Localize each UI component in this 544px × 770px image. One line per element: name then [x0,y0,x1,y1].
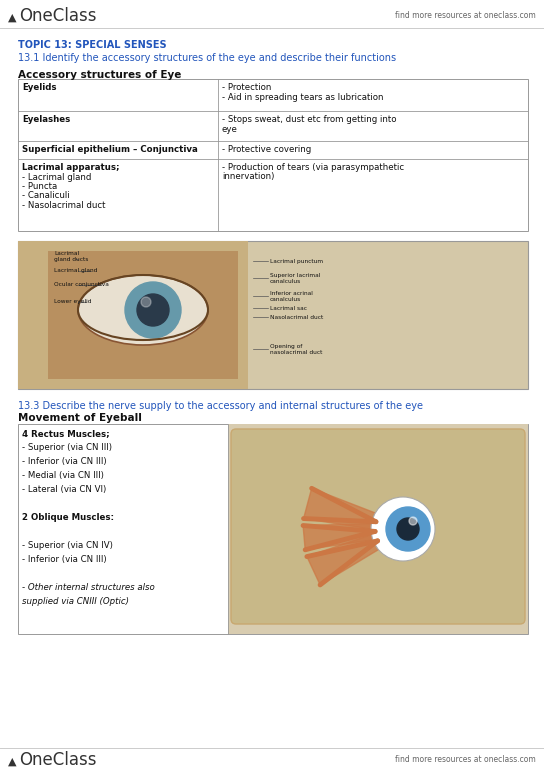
Text: Eyelids: Eyelids [22,83,57,92]
Text: - Superior (via CN IV): - Superior (via CN IV) [22,541,113,550]
Circle shape [397,518,419,540]
Text: OneClass: OneClass [19,751,96,769]
Text: Superior lacrimal
canalculus: Superior lacrimal canalculus [270,273,320,284]
Polygon shape [304,488,378,530]
Text: Eyelashes: Eyelashes [22,115,70,124]
Text: OneClass: OneClass [19,7,96,25]
Circle shape [371,497,435,561]
Text: Movement of Eyeball: Movement of Eyeball [18,413,142,423]
Text: Nasolacrimal duct: Nasolacrimal duct [270,315,323,320]
Text: - Aid in spreading tears as lubrication: - Aid in spreading tears as lubrication [222,92,384,102]
Text: Accessory structures of Eye: Accessory structures of Eye [18,70,181,80]
Text: find more resources at oneclass.com: find more resources at oneclass.com [395,755,536,765]
Text: - Protective covering: - Protective covering [222,145,311,154]
Text: Lacrimal punctum: Lacrimal punctum [270,259,323,264]
Text: 13.1 Identify the accessory structures of the eye and describe their functions: 13.1 Identify the accessory structures o… [18,53,396,63]
Text: ▲: ▲ [8,757,16,767]
Text: - Puncta: - Puncta [22,182,57,191]
Bar [48,251,238,379]
Circle shape [137,294,169,326]
Text: TOPIC 13: SPECIAL SENSES: TOPIC 13: SPECIAL SENSES [18,40,166,50]
Text: - Nasolacrimal duct: - Nasolacrimal duct [22,201,106,210]
Text: Ocular conjunctiva: Ocular conjunctiva [54,282,109,287]
Circle shape [386,507,430,551]
Text: Lacrimal apparatus;: Lacrimal apparatus; [22,163,120,172]
Text: Lacrimal gland: Lacrimal gland [54,268,97,273]
Text: 2 Oblique Muscles:: 2 Oblique Muscles: [22,513,114,522]
Text: innervation): innervation) [222,172,274,182]
Text: - Canaliculi: - Canaliculi [22,192,70,200]
Text: - Lateral (via CN VI): - Lateral (via CN VI) [22,485,106,494]
Bar [18,79,528,231]
Text: Lacrimal sac: Lacrimal sac [270,306,307,311]
Text: Lacrimal
gland ducts: Lacrimal gland ducts [54,251,88,262]
Circle shape [409,517,417,525]
Text: - Protection: - Protection [222,83,271,92]
Polygon shape [307,534,381,585]
Text: - Lacrimal gland: - Lacrimal gland [22,172,91,182]
Text: - Inferior (via CN III): - Inferior (via CN III) [22,457,107,466]
Text: find more resources at oneclass.com: find more resources at oneclass.com [395,12,536,21]
Text: - Other internal structures also: - Other internal structures also [22,583,154,592]
Text: Lower eyelid: Lower eyelid [54,299,91,304]
Text: Inferior acrinal
canalculus: Inferior acrinal canalculus [270,291,313,302]
Text: - Production of tears (via parasympathetic: - Production of tears (via parasympathet… [222,163,404,172]
Text: - Superior (via CN III): - Superior (via CN III) [22,443,112,452]
Text: - Medial (via CN III): - Medial (via CN III) [22,471,104,480]
Text: 13.3 Describe the nerve supply to the accessory and internal structures of the e: 13.3 Describe the nerve supply to the ac… [18,401,423,411]
Text: - Inferior (via CN III): - Inferior (via CN III) [22,555,107,564]
Circle shape [125,282,181,338]
Bar [18,241,248,389]
Polygon shape [303,524,376,550]
Bar [228,424,528,634]
Text: - Stops sweat, dust etc from getting into: - Stops sweat, dust etc from getting int… [222,115,397,124]
Text: eye: eye [222,125,238,133]
Bar [18,424,528,634]
Bar [18,241,528,389]
Text: supplied via CNIII (Optic): supplied via CNIII (Optic) [22,597,129,606]
Text: Superficial epithelium – Conjunctiva: Superficial epithelium – Conjunctiva [22,145,198,154]
Text: Opening of
nasolacrimal duct: Opening of nasolacrimal duct [270,344,323,355]
Text: ▲: ▲ [8,13,16,23]
Ellipse shape [78,275,208,345]
Circle shape [141,297,151,307]
FancyBboxPatch shape [231,429,525,624]
Text: 4 Rectus Muscles;: 4 Rectus Muscles; [22,429,110,438]
